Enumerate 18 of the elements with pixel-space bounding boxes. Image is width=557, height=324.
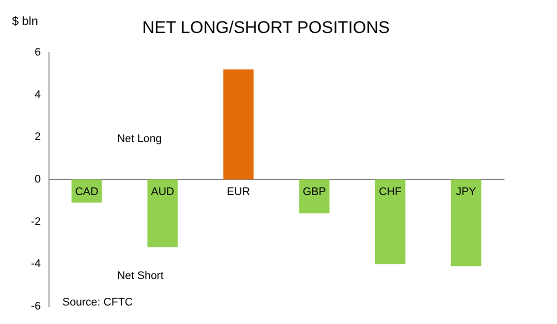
x-tick-label: GBP <box>302 186 326 198</box>
y-tick-label: -4 <box>31 258 41 270</box>
x-tick-label: CAD <box>75 186 98 198</box>
chart-title: NET LONG/SHORT POSITIONS <box>142 18 390 37</box>
y-tick-label: 6 <box>34 46 41 58</box>
y-tick-label: 2 <box>34 131 41 144</box>
x-tick-label: JPY <box>456 186 477 198</box>
y-tick-label: 4 <box>34 88 41 101</box>
x-tick-label: EUR <box>226 186 250 198</box>
y-tick-label: -6 <box>31 300 41 312</box>
x-tick-label: AUD <box>150 186 174 198</box>
y-tick-label: 0 <box>34 173 41 186</box>
annotation: Net Short <box>117 270 164 282</box>
y-tick-label: -2 <box>31 216 41 228</box>
annotation: Source: CFTC <box>62 296 133 309</box>
x-tick-label: CHF <box>378 186 402 198</box>
y-axis-title: $ bln <box>12 14 38 28</box>
annotation: Net Long <box>117 132 162 145</box>
